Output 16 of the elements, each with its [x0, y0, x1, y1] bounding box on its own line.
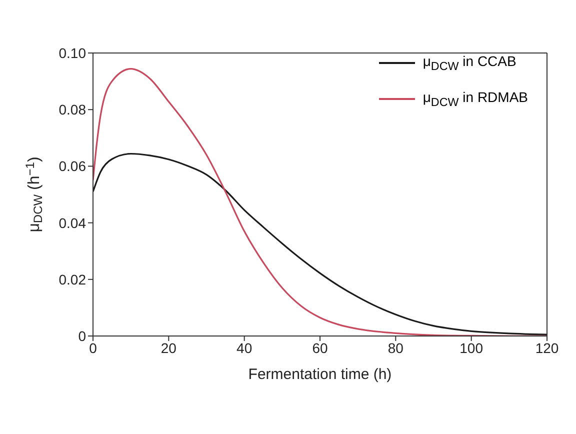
x-tick-label: 120 — [535, 340, 559, 356]
y-tick-label: 0.08 — [58, 102, 86, 118]
y-tick-label: 0.06 — [58, 158, 86, 174]
y-tick-label: 0.10 — [58, 44, 86, 61]
x-axis-title: Fermentation time (h) — [248, 366, 392, 383]
y-tick-label: 0.04 — [58, 214, 86, 231]
x-tick-label: 0 — [89, 340, 98, 356]
legend-label: μ$_{DCW}$ in RDMAB — [422, 88, 528, 109]
x-tick-label: 40 — [236, 340, 252, 356]
y-tick-label: 0.02 — [58, 271, 86, 288]
x-tick-label: 100 — [460, 340, 484, 356]
x-tick-label: 20 — [160, 340, 177, 356]
y-tick-label: 0 — [78, 328, 86, 344]
legend-label: μ$_{DCW}$ in CCAB — [422, 53, 516, 73]
x-tick-label: 60 — [312, 340, 328, 356]
x-tick-label: 80 — [388, 340, 404, 356]
